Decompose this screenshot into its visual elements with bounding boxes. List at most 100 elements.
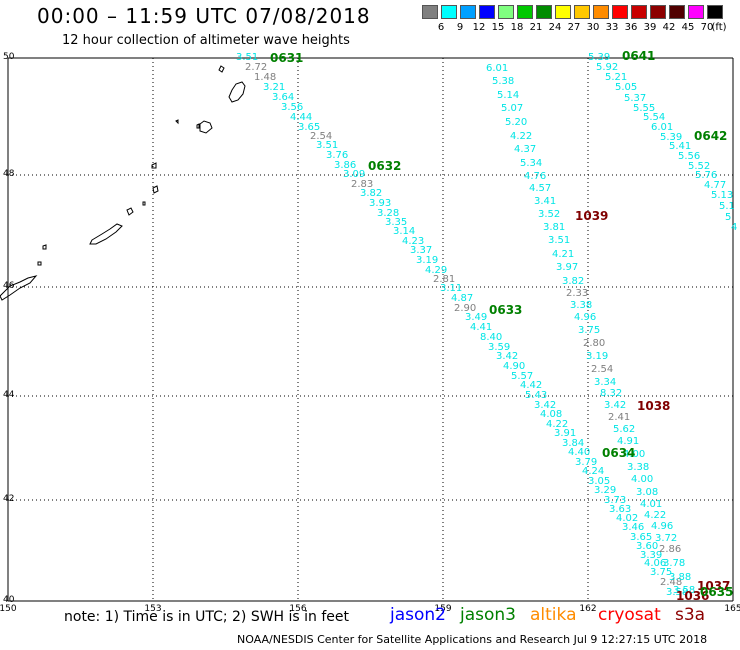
longitude-label: 159 [434, 604, 451, 614]
wave-height-value: 3.46 [622, 522, 644, 533]
wave-height-value: 3.86 [334, 160, 356, 171]
wave-height-value: 5.62 [613, 424, 635, 435]
wave-height-value: 5.07 [501, 103, 523, 114]
satellite-jason3: jason3 [460, 605, 516, 625]
wave-height-value: 3.19 [416, 255, 438, 266]
longitude-label: 156 [289, 604, 306, 614]
wave-height-value: 4.29 [425, 265, 447, 276]
coast-island-5 [175, 119, 179, 125]
map-title: 00:00 – 11:59 UTC 07/08/2018 [37, 4, 371, 28]
wave-height-value: 4.01 [640, 499, 662, 510]
wave-height-value: 3.51 [548, 235, 570, 246]
legend-label: 6 [437, 22, 445, 33]
wave-height-value: 3.93 [369, 198, 391, 209]
wave-height-value: 5.57 [511, 371, 533, 382]
wave-height-value: 4.42 [520, 380, 542, 391]
wave-height-value: 5.39 [588, 52, 610, 63]
wave-height-value: 3.82 [360, 188, 382, 199]
coast-island-8 [126, 207, 134, 216]
wave-height-value: 3.51 [316, 140, 338, 151]
lat-lon-grid: 150 153 156 159 162 165 50 48 46 44 42 40 [0, 52, 740, 614]
legend-label: 39 [643, 22, 657, 33]
legend-label: 15 [491, 22, 505, 33]
pass-time-label: 0632 [368, 159, 401, 173]
legend-swatch [460, 5, 476, 19]
wave-height-value: 3.49 [465, 312, 487, 323]
wave-height-value: 3.65 [630, 532, 652, 543]
wave-height-value: 3.21 [263, 82, 285, 93]
wave-height-value: 5.54 [643, 112, 665, 123]
legend-swatch [669, 5, 685, 19]
satellite-jason2: jason2 [390, 605, 446, 625]
footnote: note: 1) Time is in UTC; 2) SWH is in fe… [64, 609, 350, 625]
wave-height-value: 4.08 [540, 409, 562, 420]
wave-height-value: 5.20 [505, 117, 527, 128]
wave-height-value: 3.35 [385, 217, 407, 228]
wave-height-value: 3.58 [673, 585, 695, 596]
wave-height-value: 4.23 [402, 236, 424, 247]
legend-label: 24 [548, 22, 562, 33]
longitude-label: 153 [144, 604, 161, 614]
legend-label: 33 [605, 22, 619, 33]
wave-height-value: 5.56 [678, 151, 700, 162]
wave-height-value: 3.84 [562, 438, 584, 449]
wave-height-value: 4.02 [616, 513, 638, 524]
legend-label: 70 [700, 22, 714, 33]
legend-swatch [593, 5, 609, 19]
credit-line: NOAA/NESDIS Center for Satellite Applica… [237, 633, 708, 646]
wave-height-value: 3.11 [440, 283, 462, 294]
wave-height-value: 3.28 [377, 208, 399, 219]
coastline [0, 65, 246, 301]
legend-swatch [707, 5, 723, 19]
coast-island-13 [0, 275, 38, 301]
wave-height-value: 6.01 [486, 63, 508, 74]
coast-island-1 [228, 81, 246, 103]
wave-height-value: 5.37 [624, 93, 646, 104]
wave-height-value: 3.52 [538, 209, 560, 220]
wave-height-value: 2.72 [245, 62, 267, 73]
wave-height-value: 3.91 [554, 428, 576, 439]
wave-height-value: 3.41 [534, 196, 556, 207]
legend-label: 12 [472, 22, 486, 33]
wave-height-value: 3.79 [575, 457, 597, 468]
latitude-label: 44 [3, 390, 15, 400]
legend-unit: (ft) [711, 22, 727, 33]
wave-height-value: 5.1 [719, 201, 735, 212]
pass-time-label: 0631 [270, 51, 303, 65]
legend-swatch [422, 5, 438, 19]
wave-height-value: 5.39 [660, 132, 682, 143]
legend-label: 42 [662, 22, 676, 33]
wave-height-value: 3.42 [496, 351, 518, 362]
wave-height-value: 3.56 [281, 102, 303, 113]
satellite-cryosat: cryosat [598, 605, 661, 625]
wave-height-value: 4.00 [631, 474, 653, 485]
wave-height-value: 3.58 [666, 587, 688, 598]
satellite-s3a: s3a [675, 605, 706, 625]
wave-height-value: 3.39 [640, 550, 662, 561]
pass-time-label: 0634 [602, 446, 635, 460]
wave-height-value: 3.19 [586, 351, 608, 362]
wave-height-value: 4.96 [574, 312, 596, 323]
wave-height-value: 5.21 [605, 72, 627, 83]
legend-swatch [631, 5, 647, 19]
legend-swatch [536, 5, 552, 19]
wave-height-value: 2.54 [591, 364, 613, 375]
legend-swatch [688, 5, 704, 19]
wave-height-value: 4.77 [704, 180, 726, 191]
legend-swatch [555, 5, 571, 19]
coast-island-12 [37, 261, 42, 266]
coast-island-2 [218, 65, 225, 73]
wave-height-value: 4.00 [623, 449, 645, 460]
pass-time-label: 1039 [575, 209, 608, 223]
wave-height-value: 3.88 [669, 572, 691, 583]
wave-height-value: 4.87 [451, 293, 473, 304]
pass-time-label: 1036 [676, 589, 709, 603]
legend-swatch [650, 5, 666, 19]
wave-height-value: 3.05 [588, 476, 610, 487]
wave-height-value: 3.09 [343, 169, 365, 180]
wave-height-value: 3.78 [663, 558, 685, 569]
wave-height-value: 3.97 [556, 262, 578, 273]
wave-height-value: 5.05 [615, 82, 637, 93]
wave-height-value: 3.14 [393, 226, 415, 237]
